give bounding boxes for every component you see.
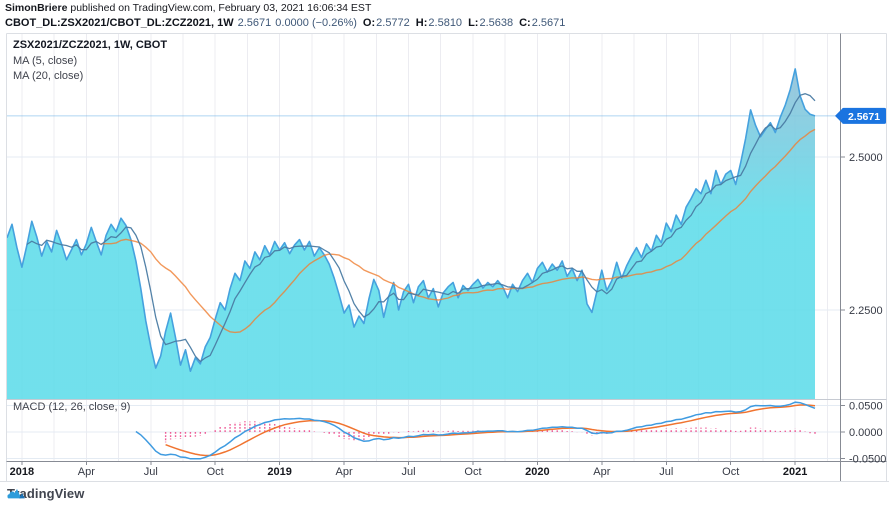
main-series-legend: ZSX2021/ZCZ2021, 1W, CBOT MA (5, close) …	[13, 38, 167, 85]
ohlc-key: C:	[519, 17, 531, 29]
ohlc-value: 2.5772	[376, 17, 410, 29]
last-price-value: 2.5671	[237, 17, 272, 29]
legend-symbol: ZSX2021/ZCZ2021, 1W, CBOT	[13, 39, 168, 51]
price-axis-label: 2.2500	[849, 305, 883, 317]
ohlc-key: L:	[468, 17, 479, 29]
chart-frame	[0, 33, 889, 482]
price-axis-label: 2.5000	[849, 152, 883, 164]
brand-name: TradingView	[7, 486, 85, 501]
ma5-line	[26, 93, 816, 363]
ohlc-values: O:2.5772 H:2.5810 L:2.5638 C:2.5671	[357, 17, 565, 29]
x-label-year: 2018	[10, 466, 34, 478]
ohlc-key: O:	[362, 17, 376, 29]
x-label-month: Apr	[593, 466, 610, 478]
price-axis[interactable]: 2.5000 2.2500 0.0500 0.0000 -0.0500	[840, 152, 886, 466]
x-label-month: Oct	[722, 466, 739, 478]
ohlc-value: 2.5671	[531, 17, 566, 29]
ohlc-value: 2.5638	[479, 17, 514, 29]
x-label-year: 2021	[783, 466, 807, 478]
time-axis[interactable]: 2018 Apr Jul Oct 2019 Apr Jul Oct 2020 Apr Jul Oct 2…	[10, 461, 808, 478]
ma20-line	[101, 128, 816, 334]
byline-text: published on TradingView.com, February 0…	[67, 2, 372, 14]
main-pane[interactable]	[7, 68, 840, 399]
macd-axis-label: -0.0500	[849, 454, 886, 466]
author-name: SimonBriere	[5, 2, 68, 14]
macd-legend: MACD (12, 26, close, 9)	[13, 401, 131, 413]
ohlc-key: H:	[415, 17, 428, 29]
macd-signal-line	[165, 404, 816, 457]
macd-line	[135, 401, 816, 460]
macd-axis-label: 0.0500	[849, 401, 883, 413]
x-label-month: Apr	[78, 466, 95, 478]
x-label-month: Jul	[659, 466, 673, 478]
x-label-month: Apr	[336, 466, 353, 478]
symbol-title: CBOT_DL:ZSX2021/CBOT_DL:ZCZ2021, 1W	[5, 17, 234, 29]
macd-histogram	[164, 421, 816, 443]
x-label-month: Jul	[144, 466, 158, 478]
ohlc-value: 2.5810	[428, 17, 463, 29]
x-label-month: Jul	[401, 466, 415, 478]
macd-pane[interactable]	[135, 401, 816, 460]
x-label-month: Oct	[464, 466, 481, 478]
x-label-year: 2019	[267, 466, 291, 478]
legend-ma20: MA (20, close)	[13, 70, 84, 82]
footer-brand[interactable]: TradingView	[7, 486, 84, 501]
x-label-year: 2020	[525, 466, 549, 478]
macd-axis-label: 0.0000	[849, 427, 883, 439]
symbol-line: CBOT_DL:ZSX2021/CBOT_DL:ZCZ2021, 1W 2.567…	[5, 16, 565, 30]
price-change: 0.0000 (−0.26%)	[275, 17, 357, 29]
price-area	[7, 68, 815, 399]
last-price-tag-label: 2.5671	[848, 111, 880, 123]
tradingview-logo	[7, 488, 25, 499]
x-label-month: Oct	[207, 466, 224, 478]
chart-header: SimonBriere published on TradingView.com…	[5, 2, 565, 30]
byline: SimonBriere published on TradingView.com…	[5, 2, 565, 15]
last-price-tag: 2.5671	[835, 107, 886, 124]
legend-ma5: MA (5, close)	[13, 54, 78, 67]
